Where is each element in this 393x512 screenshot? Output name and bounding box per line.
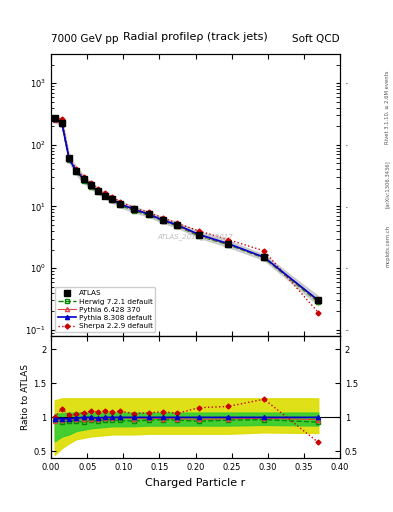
Text: 7000 GeV pp: 7000 GeV pp	[51, 33, 119, 44]
Text: mcplots.cern.ch: mcplots.cern.ch	[385, 225, 390, 267]
Text: ATLAS_2011_I919017: ATLAS_2011_I919017	[158, 233, 233, 240]
Text: [arXiv:1306.3436]: [arXiv:1306.3436]	[385, 160, 390, 208]
Text: Rivet 3.1.10, ≥ 2.6M events: Rivet 3.1.10, ≥ 2.6M events	[385, 71, 390, 144]
Legend: ATLAS, Herwig 7.2.1 default, Pythia 6.428 370, Pythia 8.308 default, Sherpa 2.2.: ATLAS, Herwig 7.2.1 default, Pythia 6.42…	[55, 287, 155, 332]
Text: Radial profileρ (track jets): Radial profileρ (track jets)	[123, 32, 268, 42]
Y-axis label: Ratio to ATLAS: Ratio to ATLAS	[21, 364, 30, 430]
X-axis label: Charged Particle r: Charged Particle r	[145, 478, 246, 487]
Text: Soft QCD: Soft QCD	[292, 33, 340, 44]
